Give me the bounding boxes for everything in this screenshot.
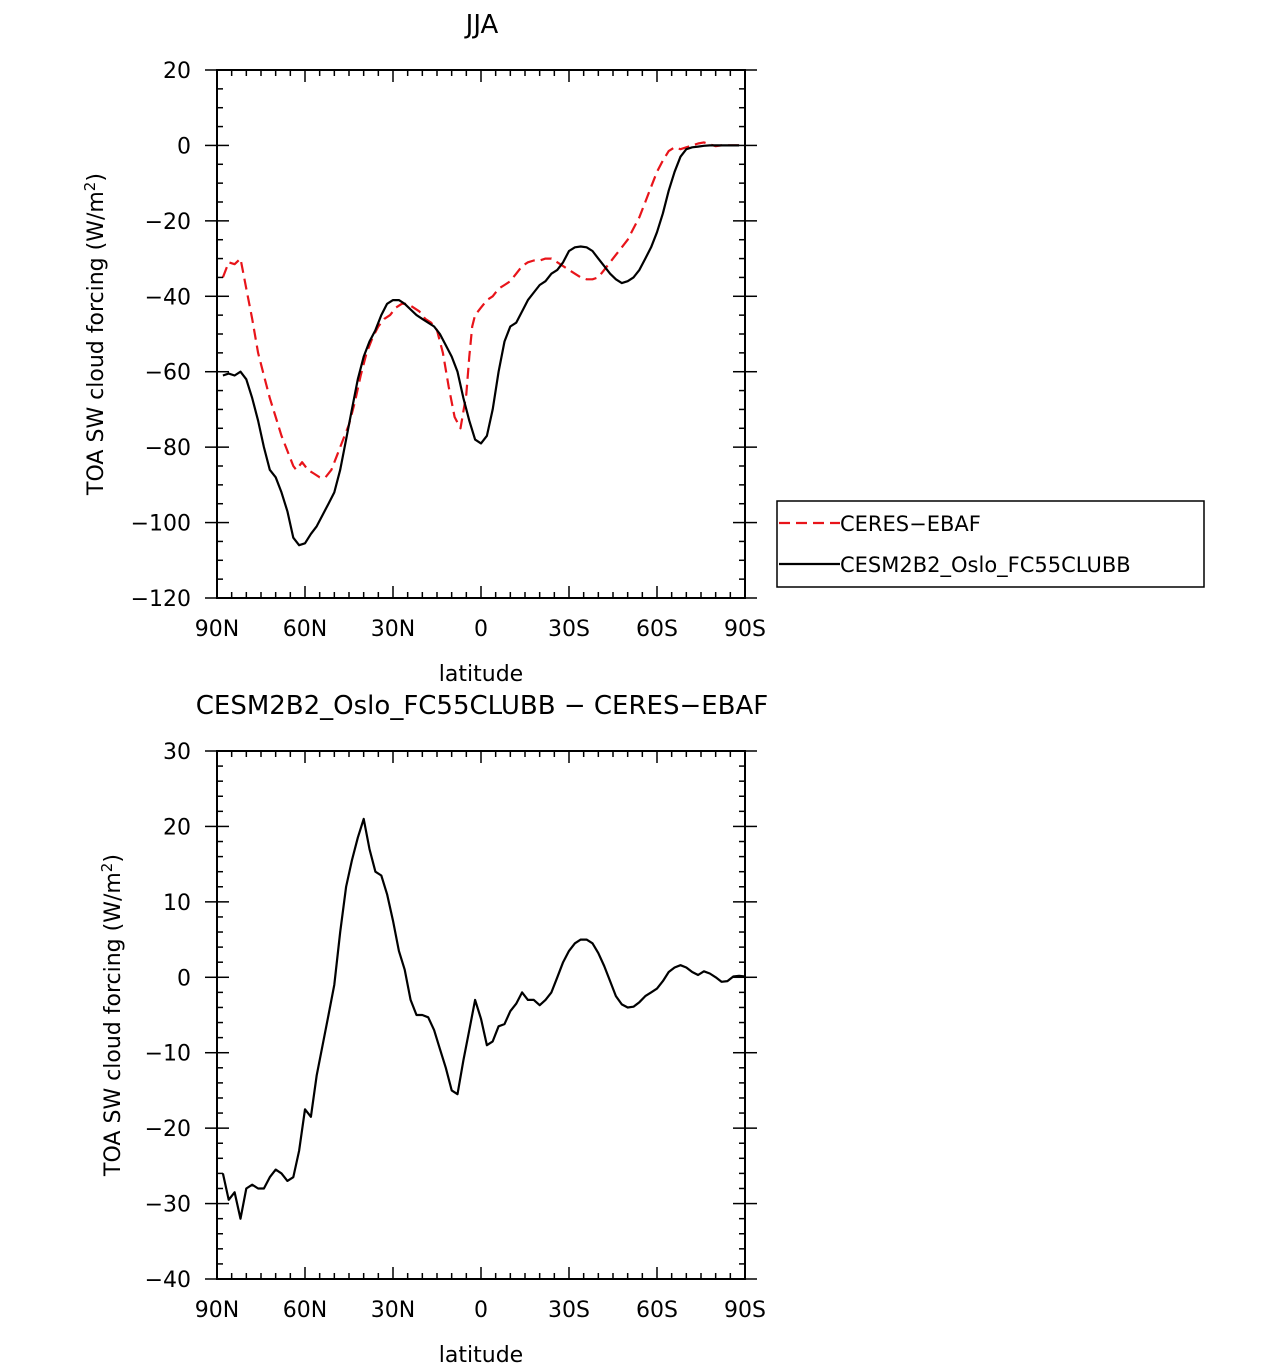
y-tick-label: 20	[163, 815, 191, 840]
x-tick-label: 90S	[724, 1298, 766, 1323]
top-y-axis-title-close: )	[84, 173, 109, 182]
bottom-chart-title: CESM2B2_Oslo_FC55CLUBB − CERES−EBAF	[196, 691, 769, 721]
y-tick-label: −80	[145, 436, 191, 461]
top-series-line-0	[221, 141, 740, 479]
y-tick-label: −60	[145, 361, 191, 386]
x-tick-label: 0	[474, 617, 488, 642]
bottom-y-axis-title-superscript: 2	[98, 863, 116, 873]
y-tick-label: −20	[145, 1117, 191, 1142]
x-tick-label: 30S	[548, 1298, 590, 1323]
x-tick-label: 60N	[283, 617, 327, 642]
y-tick-label: 0	[177, 966, 191, 991]
x-tick-label: 30N	[371, 1298, 415, 1323]
y-tick-label: 20	[163, 59, 191, 84]
x-tick-label: 90N	[195, 1298, 239, 1323]
top-x-axis-title: latitude	[439, 662, 523, 687]
y-tick-label: 30	[163, 740, 191, 765]
x-tick-label: 30S	[548, 617, 590, 642]
y-tick-label: −40	[145, 285, 191, 310]
y-tick-label: 0	[177, 134, 191, 159]
y-tick-label: −10	[145, 1042, 191, 1067]
legend: CERES−EBAF CESM2B2_Oslo_FC55CLUBB	[776, 500, 1205, 588]
bottom-y-axis-title-close: )	[101, 854, 126, 863]
top-y-axis-title: TOA SW cloud forcing (W/m2)	[81, 173, 109, 496]
x-tick-label: 90S	[724, 617, 766, 642]
top-series-line-1	[222, 144, 740, 547]
y-tick-label: −40	[145, 1268, 191, 1293]
top-y-axis-title-superscript: 2	[81, 182, 99, 192]
x-tick-label: 60S	[636, 617, 678, 642]
legend-box	[776, 500, 1205, 588]
legend-label-cesm2b2: CESM2B2_Oslo_FC55CLUBB	[840, 553, 1131, 578]
top-plot-frame	[216, 69, 746, 599]
x-tick-label: 60N	[283, 1298, 327, 1323]
bottom-x-axis-title: latitude	[439, 1343, 523, 1368]
x-tick-label: 30N	[371, 617, 415, 642]
bottom-plot-frame	[216, 750, 746, 1280]
legend-label-ceres-ebaf: CERES−EBAF	[840, 512, 981, 536]
x-tick-label: 0	[474, 1298, 488, 1323]
x-tick-label: 90N	[195, 617, 239, 642]
top-chart-title: JJA	[464, 10, 499, 40]
bottom-panel: CESM2B2_Oslo_FC55CLUBB − CERES−EBAF 90N 6…	[98, 691, 768, 1368]
x-tick-label: 60S	[636, 1298, 678, 1323]
y-tick-label: −30	[145, 1193, 191, 1218]
y-tick-label: −100	[131, 512, 191, 537]
bottom-y-axis-title: TOA SW cloud forcing (W/m2)	[98, 854, 126, 1177]
bottom-series-line-0	[221, 817, 746, 1220]
y-tick-label: −20	[145, 210, 191, 235]
y-tick-label: 10	[163, 891, 191, 916]
y-tick-label: −120	[131, 587, 191, 612]
top-panel: JJA 90N 60N 30N 0 30S 60S 90S 20 0 −20 −40 −60 −80 −1…	[81, 10, 1205, 687]
